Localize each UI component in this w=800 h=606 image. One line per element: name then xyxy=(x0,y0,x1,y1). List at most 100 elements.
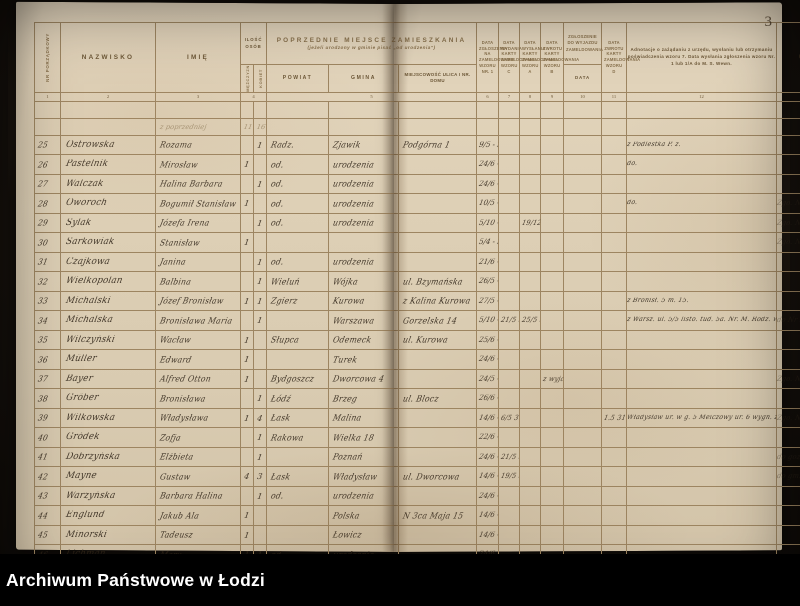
cell-date-b2 xyxy=(540,485,565,507)
table-row: 43 Warzyńska Barbara Halina 1 od. urodzenia 24… xyxy=(34,485,800,507)
given-name-value: Elżbieta xyxy=(158,452,195,462)
cell-prev-gmina: Odemeck xyxy=(328,329,400,351)
given-name-value: Barbara Halina xyxy=(158,491,224,501)
cell-date-c xyxy=(498,290,521,312)
count-male-value: 1 xyxy=(243,160,251,169)
cell-annotation: do. xyxy=(626,193,778,214)
cell-prev-powiat: od. xyxy=(266,154,330,175)
cell-prev-powiat: Bydgoszcz xyxy=(266,368,330,390)
surname-value: Wielkopolan xyxy=(64,276,124,287)
cell-prev-locality xyxy=(398,485,478,507)
cell-prev-powiat: od. xyxy=(266,173,330,195)
cell-date-b1: 9/5 - 31. xyxy=(476,134,500,156)
cell-count-male: 1 xyxy=(240,154,254,175)
cell-annotation xyxy=(626,349,778,370)
surname-value: Minorski xyxy=(64,530,108,540)
cell-remark xyxy=(776,524,800,546)
cell-date-b1: 26/6 - 31. xyxy=(476,388,500,409)
date-b2-value: z wyjazdu 17.5.31. xyxy=(542,375,564,383)
cell-date-b2 xyxy=(540,134,565,156)
cell-prev-locality: ul. Kurowa xyxy=(398,329,478,351)
cell-row-number: 34 xyxy=(34,310,61,331)
cell-given-name: Edward xyxy=(155,349,241,370)
cell-prev-gmina: Poznań xyxy=(328,446,400,468)
given-name-value: Balbina xyxy=(158,277,193,286)
open-ledger-book: 3 xyxy=(8,1,800,585)
cell-date-a xyxy=(519,485,542,507)
cell-prev-locality: z Kalina Kurowa xyxy=(398,290,478,312)
cell-count-female xyxy=(252,232,268,253)
cell-leave-date xyxy=(563,427,603,448)
cell-date-b1: 14/6 - 31. xyxy=(476,505,500,526)
cell-prev-powiat: od. xyxy=(266,193,330,214)
table-row-spacer xyxy=(34,100,800,119)
cell-date-c xyxy=(498,388,521,409)
annotation-value: do. xyxy=(626,200,639,207)
cell-surname: Walczak xyxy=(60,173,156,195)
cell-count-female: 1 xyxy=(252,271,268,292)
prev-locality-value: N 3ca Maja 15 xyxy=(402,511,465,520)
cell-leave-date xyxy=(563,134,603,156)
cell-given-name: Władysława xyxy=(155,407,241,429)
given-name-value: Wacław xyxy=(158,335,193,345)
cell-date-a xyxy=(519,524,542,546)
count-male-value: 1 xyxy=(243,413,251,423)
cell-date-a xyxy=(519,407,542,429)
cell-given-name: Gustaw xyxy=(155,466,241,487)
cell-leave-date xyxy=(563,485,603,507)
cell-date-c: 6/5 31 5/7 31 xyxy=(498,407,521,429)
cell-date-b2: z wyjazdu 17.5.31. xyxy=(540,368,565,390)
cell-date-c: 19/5 31 25/5 31. xyxy=(498,466,521,487)
cell-count-female: 1 xyxy=(252,212,268,234)
cell-date-d xyxy=(601,427,628,448)
prev-gmina-value: Wójka xyxy=(332,277,360,286)
date-b1-value: 14/6 - 31. xyxy=(478,511,499,520)
cell-date-b2 xyxy=(540,232,565,253)
surname-value: Gröber xyxy=(64,393,100,404)
cell-date-b1: 25/6 - 31. xyxy=(476,329,500,351)
cell-surname: Dobrzyńska xyxy=(60,446,156,468)
cell-remark: Zgo. Nr. 60. Października 31. xyxy=(776,368,800,390)
cell-annotation xyxy=(626,329,778,351)
given-name-value: Tadeusz xyxy=(158,530,195,540)
date-b1-value: 24/6 - 31. xyxy=(478,355,499,364)
row-number-value: 45 xyxy=(36,530,50,540)
count-female-value: 1 xyxy=(256,257,264,267)
cell-remark: Zgo. Nr. 506. Radz. Rejonowa. Zgło. Nr. … xyxy=(776,212,800,234)
date-b1-value: 26/6 - 31. xyxy=(478,394,499,403)
cell-prev-locality: Gorzelska 14 xyxy=(398,310,478,331)
cell-count-female xyxy=(252,154,268,175)
cell-annotation xyxy=(626,524,778,546)
cell-date-b1: 24/6 - 31. xyxy=(476,173,500,195)
cell-prev-gmina: Brzeg xyxy=(328,388,400,409)
remark-value: Zgo. Nr. 56. Września Zgo. 6 1 P. 31. z … xyxy=(776,414,800,422)
cell-date-d xyxy=(601,251,628,273)
cell-remark xyxy=(776,349,800,370)
date-b1-value: 21/6 - 31. xyxy=(478,258,499,266)
cell-row-number: 33 xyxy=(34,290,61,312)
cell-given-name: Barbara Halina xyxy=(155,485,241,507)
header-leave-group: Zgłoszenie do wyjazdu zameldowania xyxy=(563,22,603,65)
given-name-value: Gustaw xyxy=(158,472,192,481)
cell-date-b1: 10/5 - 31. xyxy=(476,193,500,214)
count-male-value: 1 xyxy=(243,374,251,384)
cell-date-b1: 14/6 - 31. xyxy=(476,524,500,546)
cell-date-b2 xyxy=(540,271,565,292)
given-name-value: Rozama xyxy=(158,140,194,150)
surname-value: Michalski xyxy=(64,296,112,306)
cell-given-name: Zofja xyxy=(155,427,241,448)
cell-surname: Sarkowiak xyxy=(60,232,156,253)
cell-date-b2 xyxy=(540,427,565,448)
row-number-value: 27 xyxy=(36,179,50,189)
cell-annotation xyxy=(626,251,778,273)
cell-row-number: 32 xyxy=(34,271,61,292)
cell-date-b2 xyxy=(540,310,565,331)
cell-date-a xyxy=(519,349,542,370)
cell-row-number: 41 xyxy=(34,446,61,468)
prev-gmina-value: Odemeck xyxy=(332,335,373,345)
cell-date-b1: 14/6 - 31. xyxy=(476,466,500,487)
given-name-value: Jakub Ala xyxy=(158,511,201,520)
cell-date-b2 xyxy=(540,212,565,234)
cell-date-a xyxy=(519,271,542,292)
colnum-6: 6 xyxy=(476,91,500,102)
